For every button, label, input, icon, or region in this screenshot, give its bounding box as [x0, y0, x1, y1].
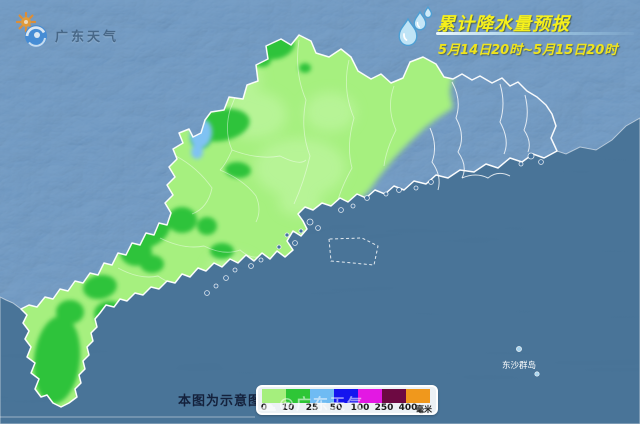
station-logo-text: 广东天气	[55, 30, 120, 45]
map-subtitle: 5月14日20时~5月15日20时	[438, 43, 618, 58]
precipitation-legend: 0 10 25 50 100 250 400 毫米	[256, 385, 438, 415]
legend-swatch	[310, 389, 334, 403]
dongsha-label: 东沙群岛	[502, 360, 536, 371]
dongsha-islands: 东沙群岛	[502, 346, 540, 377]
legend-tick: 250	[374, 403, 394, 413]
prefecture-borders-east	[429, 81, 530, 191]
title-underline	[436, 32, 634, 35]
legend-swatch	[406, 389, 430, 403]
legend-swatch	[358, 389, 382, 403]
legend-tick: 25	[305, 403, 319, 413]
legend-swatch	[382, 389, 406, 403]
legend-tick: 100	[350, 403, 370, 413]
legend-ticks: 0 10 25 50 100 250 400	[260, 403, 436, 414]
legend-swatches	[262, 389, 430, 403]
legend-swatch	[334, 389, 358, 403]
legend-tick: 400	[398, 403, 418, 413]
legend-unit: 毫米	[416, 405, 432, 414]
dashed-boundary	[328, 237, 379, 266]
raindrops-icon	[398, 5, 433, 47]
legend-swatch	[286, 389, 310, 403]
legend-note: 本图为示意图	[178, 394, 263, 409]
legend-tick: 10	[281, 403, 295, 413]
legend-swatch	[262, 389, 286, 403]
legend-tick: 50	[329, 403, 343, 413]
sun-typhoon-swirl-icon	[15, 11, 47, 47]
station-logo: 广东天气	[15, 10, 119, 50]
map-title: 累计降水量预报	[437, 14, 570, 35]
legend-tick: 0	[260, 403, 268, 413]
coastal-islands	[204, 152, 544, 296]
